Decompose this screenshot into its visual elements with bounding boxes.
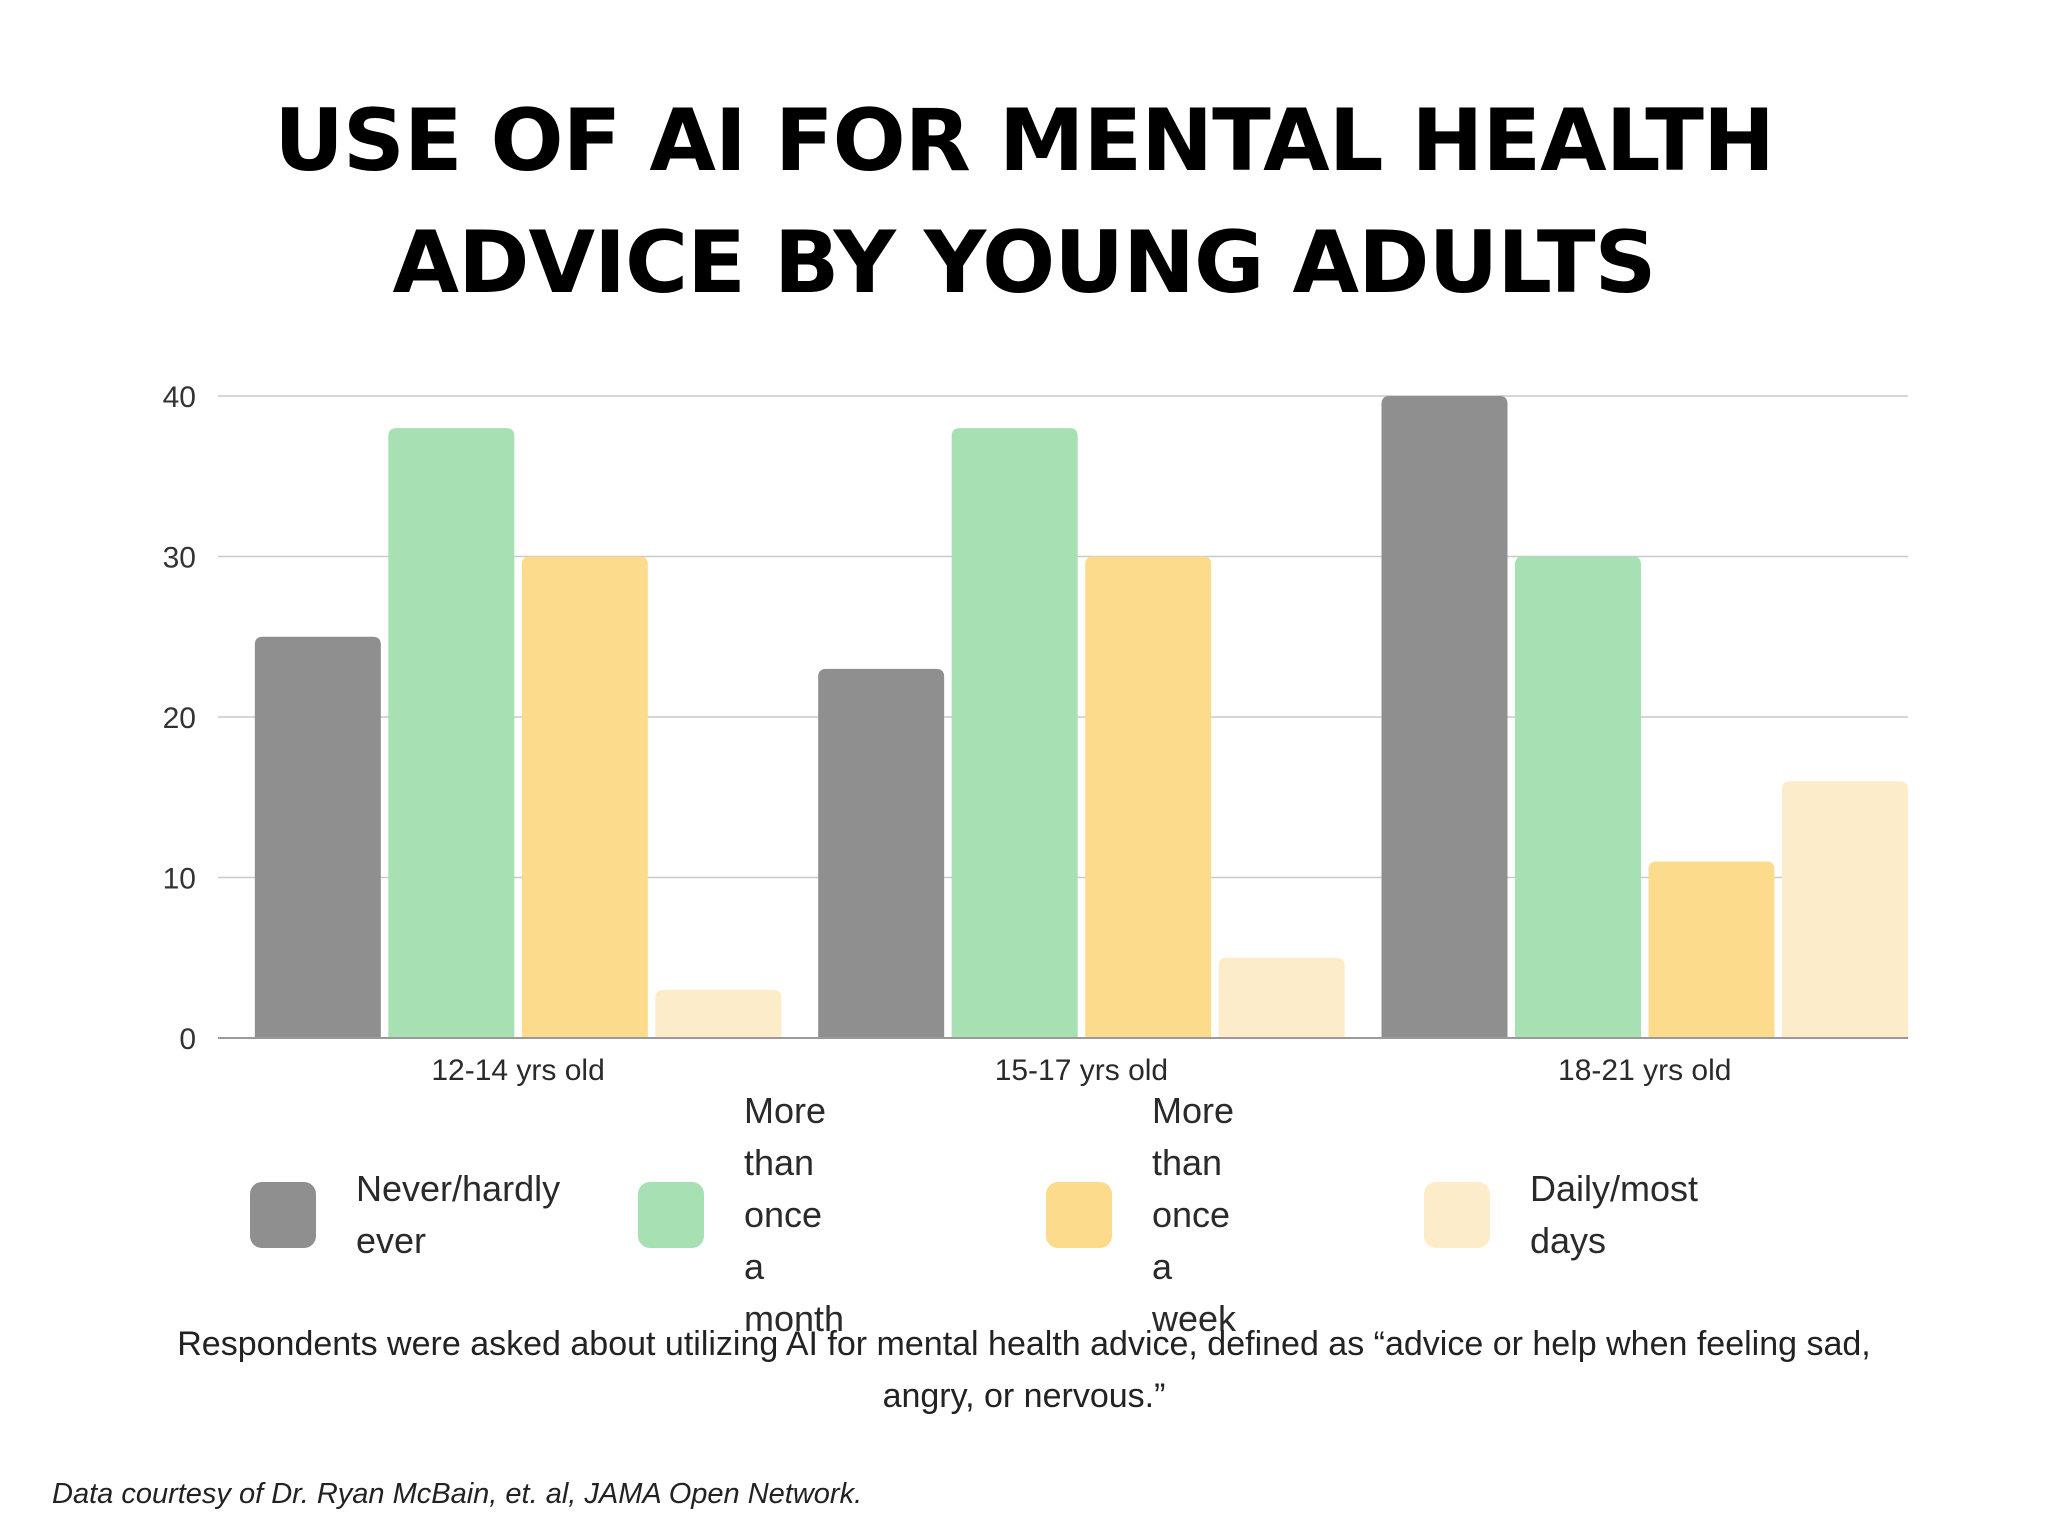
- y-tick-label-30: 30: [163, 542, 196, 575]
- legend-label-never: Never/hardly ever: [356, 1168, 561, 1261]
- bar-2-3: [1085, 556, 1212, 1038]
- legend-swatch-weekly: [1046, 1182, 1112, 1248]
- axes: 0 10 20 30 40 12-14 yrs old 15-17 yrs old 18-21…: [163, 381, 1908, 1087]
- bar-2-4: [1218, 957, 1345, 1038]
- bar-1-2: [388, 428, 515, 1039]
- footnote: Respondents were asked about utilizing A…: [177, 1325, 1871, 1415]
- bar-2-2: [951, 428, 1078, 1039]
- chart-title-line-1: USE OF AI FOR MENTAL HEALTH: [274, 91, 1775, 191]
- x-category-label-3: 18-21 yrs old: [1558, 1054, 1731, 1087]
- bar-2-1: [818, 668, 945, 1038]
- legend-swatch-monthly: [638, 1182, 704, 1248]
- legend-label-daily: Daily/most days: [1530, 1168, 1699, 1261]
- x-category-label-2: 15-17 yrs old: [995, 1054, 1168, 1087]
- bar-1-3: [521, 556, 648, 1038]
- bar-3-4: [1782, 781, 1908, 1038]
- y-tick-label-40: 40: [163, 381, 196, 414]
- y-tick-label-20: 20: [163, 702, 196, 735]
- legend-swatch-never: [250, 1182, 316, 1248]
- legend-label-monthly: More than once a month: [744, 1090, 845, 1339]
- source-credit: Data courtesy of Dr. Ryan McBain, et. al…: [52, 1478, 863, 1510]
- bar-1-4: [655, 989, 782, 1038]
- y-tick-label-0: 0: [179, 1023, 196, 1056]
- bar-1-1: [254, 636, 381, 1038]
- chart-title-line-2: ADVICE BY YOUNG ADULTS: [392, 213, 1657, 313]
- chart-title: USE OF AI FOR MENTAL HEALTH ADVICE BY YO…: [0, 80, 2048, 324]
- bar-3-2: [1515, 556, 1641, 1038]
- bar-3-1: [1381, 396, 1508, 1038]
- legend-swatch-daily: [1424, 1182, 1490, 1248]
- legend-label-weekly: More than once a week: [1152, 1090, 1237, 1339]
- bars: [254, 396, 1908, 1039]
- y-tick-label-10: 10: [163, 863, 196, 896]
- bar-3-3: [1648, 861, 1775, 1038]
- x-category-label-1: 12-14 yrs old: [431, 1054, 604, 1087]
